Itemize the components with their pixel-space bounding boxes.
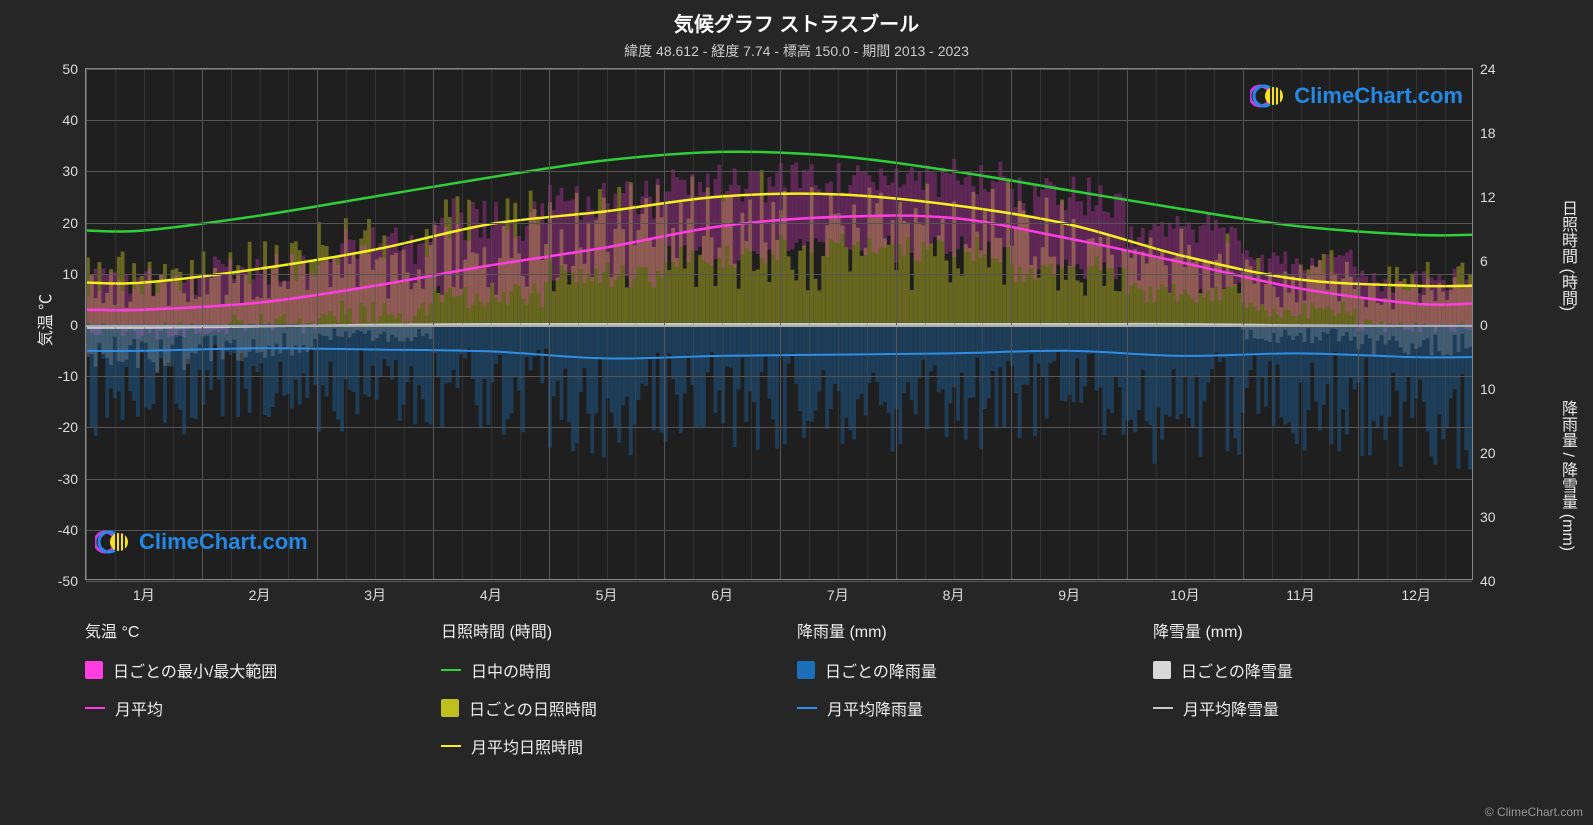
swatch-line-icon xyxy=(441,669,461,671)
swatch-line-icon xyxy=(797,707,817,709)
legend-header: 日照時間 (時間) xyxy=(441,618,761,642)
chart-title: 気候グラフ ストラスブール xyxy=(0,0,1593,37)
x-tick-month: 7月 xyxy=(827,579,849,605)
legend-label: 月平均降雪量 xyxy=(1183,696,1279,720)
x-tick-month: 5月 xyxy=(596,579,618,605)
watermark-bottom: ClimeChart.com xyxy=(95,528,308,556)
y-tick-right-hours: 12 xyxy=(1472,189,1496,205)
x-tick-month: 8月 xyxy=(943,579,965,605)
legend-item: 月平均降雪量 xyxy=(1153,696,1473,720)
legend-item: 月平均日照時間 xyxy=(441,734,761,758)
legend-item: 日中の時間 xyxy=(441,658,761,682)
swatch-line-icon xyxy=(441,745,461,747)
legend-label: 月平均降雨量 xyxy=(827,696,923,720)
y-tick-left: -50 xyxy=(58,573,86,589)
swatch-box-icon xyxy=(1153,661,1171,679)
logo-icon xyxy=(95,528,131,556)
legend-item: 月平均 xyxy=(85,696,405,720)
legend-label: 月平均 xyxy=(115,696,163,720)
x-tick-month: 11月 xyxy=(1286,579,1315,605)
y-tick-right-mm: 20 xyxy=(1472,445,1496,461)
x-tick-month: 12月 xyxy=(1401,579,1431,605)
y-tick-left: 0 xyxy=(70,317,86,333)
y-tick-right-hours: 24 xyxy=(1472,61,1496,77)
y-tick-left: 20 xyxy=(62,215,86,231)
y-tick-right-mm: 40 xyxy=(1472,573,1496,589)
y-tick-right-hours: 6 xyxy=(1472,253,1488,269)
y-tick-left: 30 xyxy=(62,163,86,179)
legend-header: 気温 °C xyxy=(85,618,405,642)
x-tick-month: 3月 xyxy=(364,579,386,605)
legend-label: 日ごとの降雨量 xyxy=(825,658,937,682)
climate-chart: 気候グラフ ストラスブール 緯度 48.612 - 経度 7.74 - 標高 1… xyxy=(0,0,1593,825)
chart-subtitle: 緯度 48.612 - 経度 7.74 - 標高 150.0 - 期間 2013… xyxy=(0,37,1593,61)
y-tick-right-mm: 10 xyxy=(1472,381,1496,397)
legend-label: 月平均日照時間 xyxy=(471,734,583,758)
y-tick-left: -30 xyxy=(58,471,86,487)
swatch-line-icon xyxy=(1153,707,1173,709)
x-tick-month: 4月 xyxy=(480,579,502,605)
legend-item: 日ごとの降雪量 xyxy=(1153,658,1473,682)
swatch-box-icon xyxy=(85,661,103,679)
legend-column: 降雪量 (mm) 日ごとの降雪量月平均降雪量 xyxy=(1153,618,1473,758)
y-axis-right-label-sunshine: 日照時間 (時間) xyxy=(1555,200,1579,311)
y-tick-right-hours: 18 xyxy=(1472,125,1496,141)
legend-column: 降雨量 (mm) 日ごとの降雨量月平均降雨量 xyxy=(797,618,1117,758)
legend-item: 日ごとの降雨量 xyxy=(797,658,1117,682)
x-tick-month: 1月 xyxy=(133,579,155,605)
y-axis-left-label: 気温 ℃ xyxy=(32,294,56,346)
legend-header: 降雨量 (mm) xyxy=(797,618,1117,642)
legend-item: 月平均降雨量 xyxy=(797,696,1117,720)
y-tick-left: -40 xyxy=(58,522,86,538)
legend-item: 日ごとの最小/最大範囲 xyxy=(85,658,405,682)
y-tick-left: -20 xyxy=(58,419,86,435)
legend-header: 降雪量 (mm) xyxy=(1153,618,1473,642)
y-tick-right-mm: 30 xyxy=(1472,509,1496,525)
y-tick-left: 10 xyxy=(62,266,86,282)
y-tick-left: 40 xyxy=(62,112,86,128)
legend-column: 気温 °C 日ごとの最小/最大範囲月平均 xyxy=(85,618,405,758)
legend-label: 日ごとの最小/最大範囲 xyxy=(113,658,277,682)
legend-label: 日ごとの日照時間 xyxy=(469,696,597,720)
x-tick-month: 6月 xyxy=(711,579,733,605)
logo-icon xyxy=(1250,82,1286,110)
swatch-box-icon xyxy=(797,661,815,679)
plot-area: -50-40-30-20-100102030405006121824102030… xyxy=(85,68,1473,580)
legend-column: 日照時間 (時間) 日中の時間日ごとの日照時間月平均日照時間 xyxy=(441,618,761,758)
watermark-text: ClimeChart.com xyxy=(139,529,308,555)
copyright: © ClimeChart.com xyxy=(1485,805,1583,819)
legend: 気温 °C 日ごとの最小/最大範囲月平均 日照時間 (時間) 日中の時間日ごとの日照時… xyxy=(85,618,1473,758)
legend-label: 日ごとの降雪量 xyxy=(1181,658,1293,682)
watermark-text: ClimeChart.com xyxy=(1294,83,1463,109)
legend-item: 日ごとの日照時間 xyxy=(441,696,761,720)
swatch-box-icon xyxy=(441,699,459,717)
y-tick-right-hours: 0 xyxy=(1472,317,1488,333)
x-tick-month: 2月 xyxy=(249,579,271,605)
legend-label: 日中の時間 xyxy=(471,658,551,682)
swatch-line-icon xyxy=(85,707,105,709)
x-tick-month: 9月 xyxy=(1058,579,1080,605)
watermark-top: ClimeChart.com xyxy=(1250,82,1463,110)
x-tick-month: 10月 xyxy=(1170,579,1200,605)
y-tick-left: -10 xyxy=(58,368,86,384)
y-axis-right-label-precip: 降雨量 / 降雪量 (mm) xyxy=(1555,400,1579,551)
y-tick-left: 50 xyxy=(62,61,86,77)
